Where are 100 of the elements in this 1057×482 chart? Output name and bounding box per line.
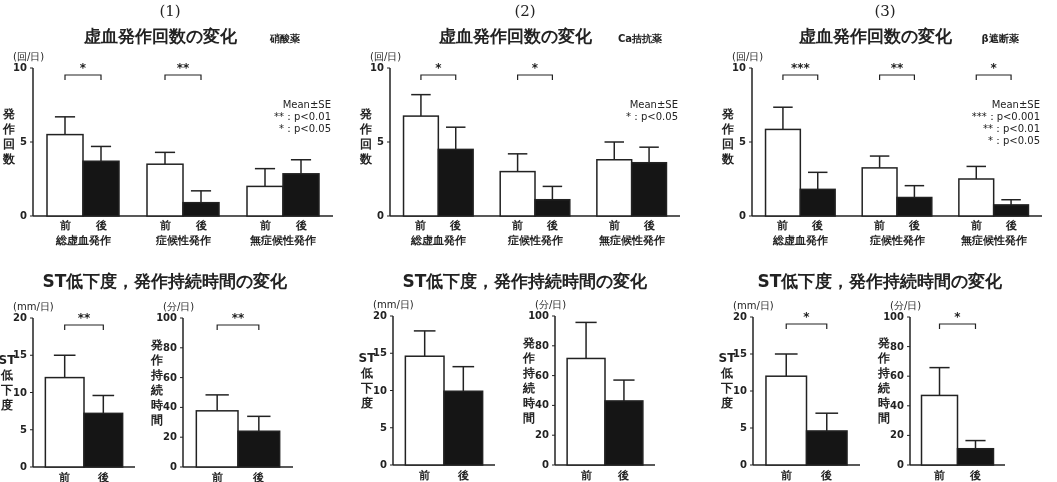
y-tick-label: 80 bbox=[535, 339, 550, 351]
annotation: Mean±SE bbox=[629, 99, 678, 110]
text: 前 bbox=[970, 219, 982, 232]
text: 後 bbox=[546, 219, 558, 232]
annotation: * bbox=[954, 310, 962, 324]
annotation: Mean±SE bbox=[282, 99, 331, 110]
x-tick-label: 無症候性発作 bbox=[597, 234, 665, 247]
series-label: 前 bbox=[776, 219, 789, 232]
y-tick-label: 40 bbox=[890, 399, 905, 411]
annotation: *：p<0.05 bbox=[626, 111, 678, 122]
chart-title: (2) bbox=[514, 2, 536, 20]
y-axis-title: 発作回数 bbox=[721, 107, 735, 166]
text: 硝酸薬 bbox=[269, 33, 300, 44]
x-tick-label: 前 bbox=[58, 471, 71, 482]
y-tick-label: 15 bbox=[13, 349, 28, 361]
annotation: *** bbox=[790, 61, 811, 75]
y-tick-label: 15 bbox=[733, 348, 748, 359]
y-tick-label: 100 bbox=[156, 312, 178, 323]
y-tick-label: 100 bbox=[883, 311, 905, 322]
annotation: * bbox=[435, 61, 443, 75]
chart-subtitle: 虚血発作回数の変化 bbox=[797, 26, 953, 46]
x-tick-label: 無症候性発作 bbox=[959, 234, 1027, 247]
annotation: * bbox=[990, 61, 998, 75]
annotation: * bbox=[531, 61, 539, 75]
annotation: ***：p<0.001 bbox=[971, 111, 1040, 122]
y-tick-label: 60 bbox=[535, 369, 550, 381]
y-tick-label: 80 bbox=[163, 341, 178, 353]
chart-title: ST低下度，発作持続時間の変化 bbox=[42, 271, 289, 291]
text: 後 bbox=[908, 219, 920, 232]
y-tick-label: 20 bbox=[890, 429, 905, 441]
y-tick-label: 10 bbox=[370, 62, 385, 73]
annotation: Mean±SE bbox=[991, 99, 1040, 110]
y-tick-label: 80 bbox=[890, 340, 905, 352]
y-tick-label: 0 bbox=[170, 461, 178, 472]
x-tick-label: 無症候性発作 bbox=[249, 234, 316, 247]
x-tick-label: 前 bbox=[779, 469, 792, 482]
x-tick-label: 症候性発作 bbox=[154, 234, 211, 247]
text: (回/日) bbox=[370, 51, 402, 62]
text: 後 bbox=[295, 219, 307, 232]
text: 後 bbox=[1005, 219, 1017, 232]
text: β遮断薬 bbox=[981, 33, 1019, 44]
y-tick-label: 0 bbox=[380, 459, 388, 470]
y-tick-label: 20 bbox=[373, 310, 388, 321]
annotation: **：p<0.01 bbox=[274, 111, 331, 122]
x-tick-label: 総虚血発作 bbox=[771, 234, 828, 247]
text: 前 bbox=[512, 219, 524, 232]
y-tick-label: 0 bbox=[542, 459, 550, 470]
annotation: *：p<0.05 bbox=[988, 135, 1040, 146]
text: (分/日) bbox=[890, 300, 922, 311]
text: 前 bbox=[608, 219, 620, 232]
text: (mm/日) bbox=[373, 299, 414, 310]
y-tick-label: 0 bbox=[740, 459, 748, 470]
x-tick-label: 後 bbox=[252, 471, 265, 482]
chart-title: ST低下度，発作持続時間の変化 bbox=[757, 271, 1004, 291]
y-tick-label: 0 bbox=[739, 210, 747, 221]
series-label: 後 bbox=[449, 219, 462, 232]
series-label: 前 bbox=[414, 219, 427, 232]
y-axis-title: 発作回数 bbox=[359, 107, 373, 166]
chart-title: ST低下度，発作持続時間の変化 bbox=[402, 271, 649, 291]
chart-title: (1) bbox=[159, 2, 181, 20]
annotation: ** bbox=[176, 61, 190, 75]
text: (mm/日) bbox=[13, 301, 54, 312]
x-tick-label: 症候性発作 bbox=[868, 234, 925, 247]
y-tick-label: 0 bbox=[20, 210, 28, 221]
y-tick-label: 20 bbox=[163, 431, 178, 443]
text: (分/日) bbox=[163, 301, 195, 312]
y-tick-label: 5 bbox=[377, 136, 385, 147]
y-tick-label: 10 bbox=[13, 62, 28, 73]
y-tick-label: 5 bbox=[380, 421, 388, 433]
x-tick-label: 総虚血発作 bbox=[409, 234, 466, 247]
y-tick-label: 15 bbox=[373, 347, 388, 359]
y-tick-label: 5 bbox=[740, 422, 748, 433]
text: 後 bbox=[643, 219, 655, 232]
chart-subtitle: 虚血発作回数の変化 bbox=[437, 26, 593, 46]
y-tick-label: 40 bbox=[535, 399, 550, 411]
text: Ca拮抗薬 bbox=[617, 33, 663, 44]
series-label: 前 bbox=[58, 219, 71, 232]
text: (分/日) bbox=[535, 299, 567, 310]
y-tick-label: 0 bbox=[897, 459, 905, 470]
y-tick-label: 5 bbox=[20, 423, 28, 435]
y-axis-title: 発作持続時間 bbox=[522, 335, 535, 425]
chart-subtitle: 虚血発作回数の変化 bbox=[82, 26, 238, 46]
annotation: *：p<0.05 bbox=[279, 123, 331, 134]
annotation: ** bbox=[231, 311, 245, 325]
annotation: ** bbox=[77, 311, 91, 325]
y-axis-title: 発作持続時間 bbox=[877, 336, 890, 425]
series-label: 後 bbox=[811, 219, 824, 232]
text: (mm/日) bbox=[733, 300, 774, 311]
y-tick-label: 20 bbox=[13, 312, 28, 323]
x-tick-label: 後 bbox=[968, 469, 981, 482]
y-tick-label: 5 bbox=[739, 136, 747, 147]
annotation: ** bbox=[890, 61, 904, 75]
text: (回/日) bbox=[732, 51, 764, 62]
y-axis-title: 発作回数 bbox=[2, 107, 16, 166]
x-tick-label: 後 bbox=[617, 469, 630, 482]
y-tick-label: 20 bbox=[733, 311, 748, 322]
series-label: 後 bbox=[94, 219, 107, 232]
x-tick-label: 後 bbox=[820, 469, 833, 482]
x-tick-label: 後 bbox=[456, 469, 469, 482]
annotation: * bbox=[79, 61, 87, 75]
